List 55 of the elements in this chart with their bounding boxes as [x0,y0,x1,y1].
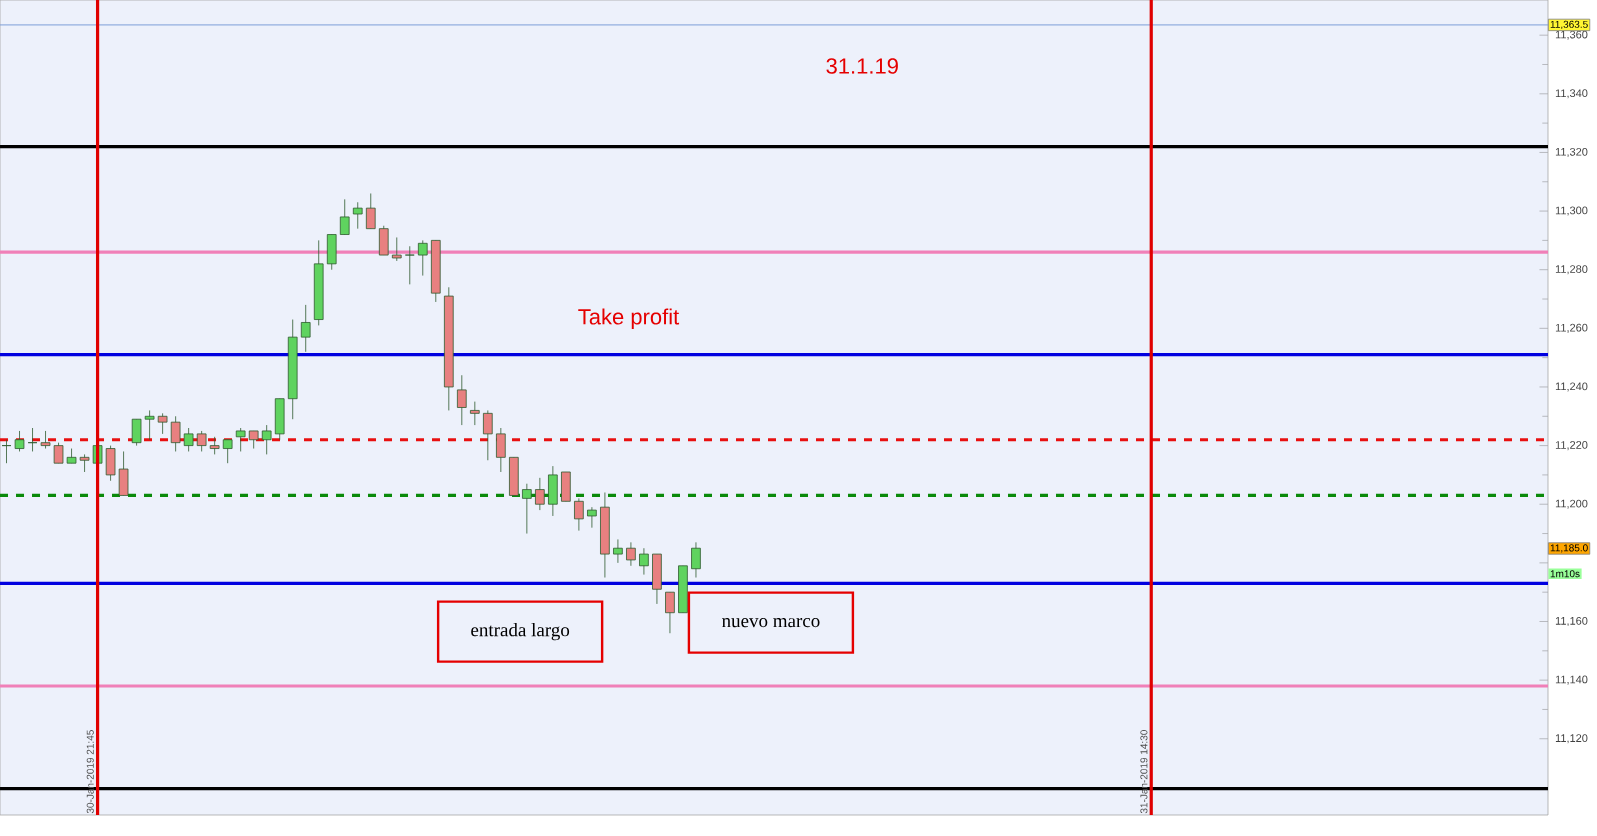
y-tick-label: 11,240 [1555,382,1588,392]
candlestick [456,374,467,426]
y-tick-label: 11,220 [1555,441,1588,451]
candlestick [574,497,584,532]
annotation: 31.1.19 [826,58,898,74]
annotation: 30-Jan-2019 21:45 [86,730,94,814]
candlestick [79,454,90,473]
candlestick [196,430,207,452]
y-tick-label: 11,260 [1555,323,1588,333]
candlestick [144,410,155,441]
candlestick [665,591,675,634]
candlestick [222,439,233,464]
ref-line-label: 11,363.5 [1550,20,1588,30]
candlestick [587,506,597,529]
candlestick [535,477,545,511]
candlestick [300,304,311,353]
annotation: nuevo marco [722,618,820,628]
candlestick [613,539,623,564]
annotation: entrada largo [471,622,570,641]
candlestick [469,401,480,426]
candlestick [53,442,64,464]
candlestick [40,430,51,449]
y-tick-label: 11,300 [1555,206,1588,216]
y-tick-label: 11,360 [1555,30,1588,40]
y-tick-label: 11,120 [1555,734,1588,744]
candlestick [235,427,246,452]
candlestick [496,427,506,473]
candlestick [183,427,194,452]
candlestick [352,201,363,230]
candlestick [157,412,168,435]
candlestick [691,541,701,578]
candlestick [365,193,376,230]
annotation: 31-Jan-2019 14:30 [1140,730,1148,814]
candlestick [170,415,181,452]
candlestick [14,430,25,452]
candlestick [483,410,493,461]
candlestick [404,245,415,285]
y-tick-label: 11,140 [1555,675,1588,685]
annotation: Take profit [578,308,680,329]
candlestick [131,418,142,446]
y-tick-label: 11,160 [1555,616,1588,627]
candlestick [209,436,220,455]
candlestick [391,237,402,262]
text: 11,185.0 [1550,544,1588,553]
y-tick-label: 11,280 [1555,265,1588,275]
y-tick-label: 11,340 [1555,89,1588,99]
candlestick [417,239,428,276]
candlestick [339,198,350,235]
candlestick [261,424,272,455]
candlestick [626,541,636,567]
y-tick-label: 11,200 [1555,499,1588,509]
candlestick [639,547,649,575]
candlestick [522,483,532,534]
text: 1m10s [1550,570,1580,578]
y-tick-label: 11,320 [1555,147,1588,157]
